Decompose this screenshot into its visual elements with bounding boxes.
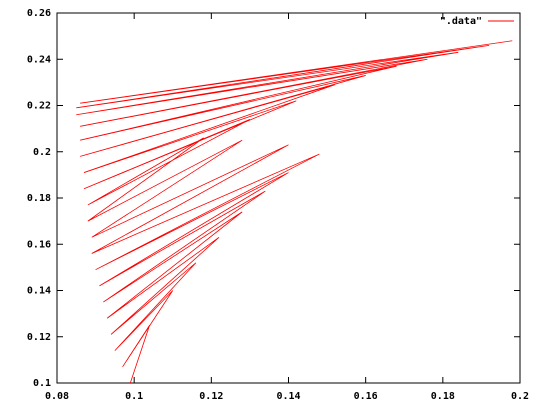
x-tick-label: 0.18 [431,391,455,402]
y-tick-label: 0.2 [33,147,51,158]
y-tick-label: 0.24 [27,54,51,65]
x-tick-label: 0.14 [276,391,300,402]
y-tick-label: 0.16 [27,239,51,250]
y-tick-label: 0.1 [33,378,51,389]
x-tick-label: 0.1 [125,391,143,402]
y-tick-label: 0.22 [27,101,51,112]
x-tick-label: 0.2 [511,391,529,402]
x-tick-label: 0.12 [199,391,223,402]
plot-frame [56,12,521,384]
y-tick-label: 0.26 [27,8,51,19]
legend-label: ".data" [440,16,482,27]
y-tick-label: 0.12 [27,332,51,343]
x-tick-label: 0.08 [45,391,69,402]
y-tick-label: 0.14 [27,286,51,297]
x-tick-label: 0.16 [354,391,378,402]
y-tick-label: 0.18 [27,193,51,204]
data-line [76,40,513,384]
